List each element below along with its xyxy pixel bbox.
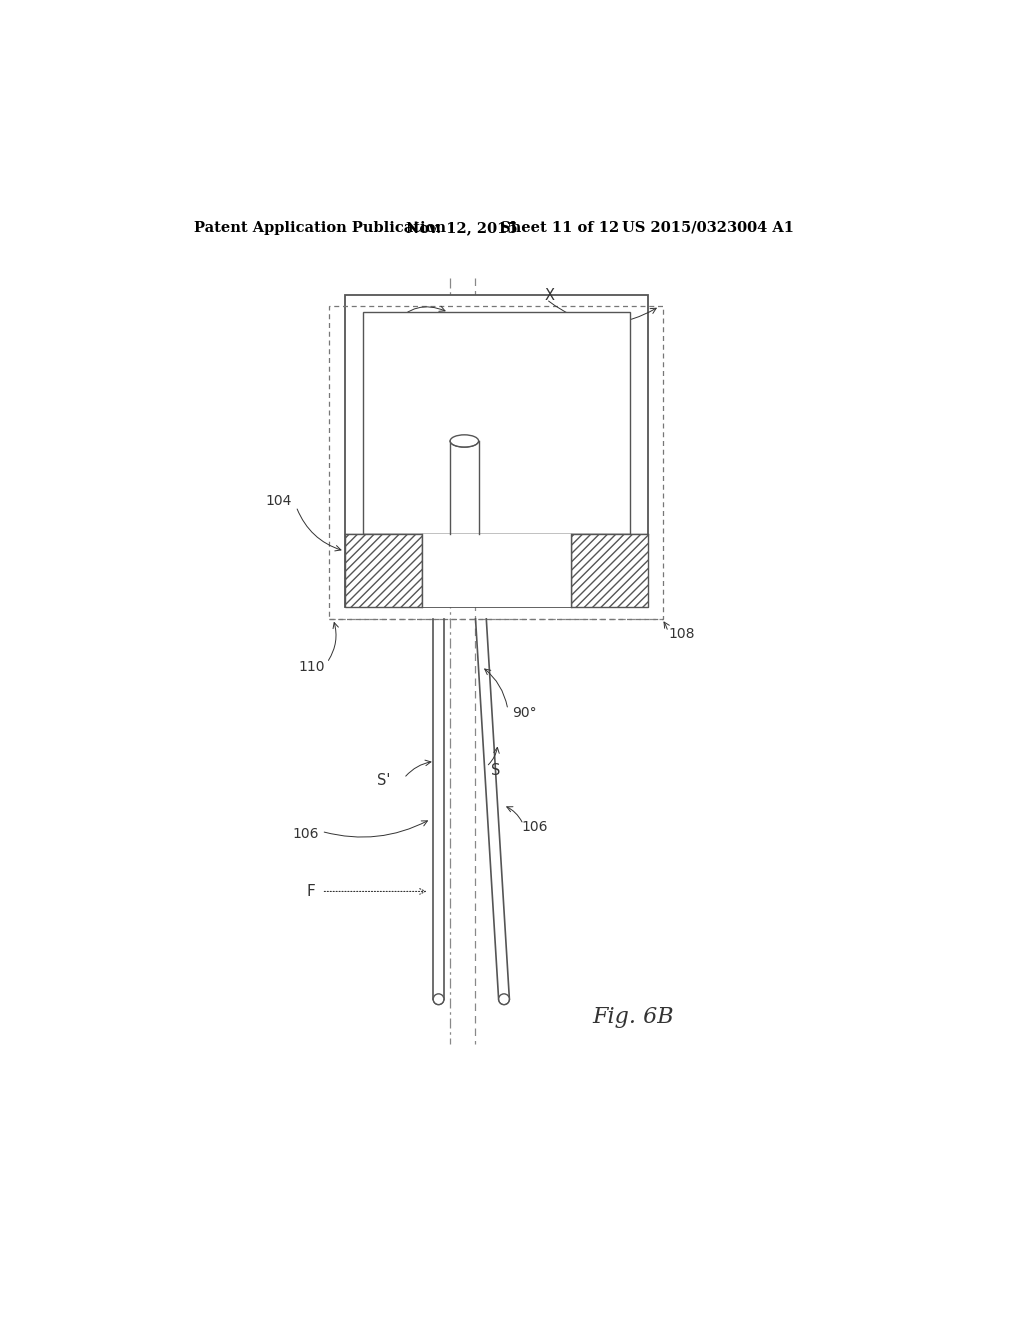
Ellipse shape: [433, 994, 444, 1005]
Text: 106: 106: [292, 828, 318, 841]
Bar: [571, 535, 648, 607]
Bar: [422, 535, 571, 607]
Bar: [345, 535, 422, 607]
Text: Fig. 6B: Fig. 6B: [593, 1006, 674, 1028]
Text: Patent Application Publication: Patent Application Publication: [194, 220, 445, 235]
Text: Sheet 11 of 12: Sheet 11 of 12: [500, 220, 620, 235]
Text: X: X: [545, 288, 555, 304]
Ellipse shape: [451, 434, 478, 447]
Text: S: S: [490, 763, 501, 777]
Text: 106: 106: [521, 820, 548, 834]
Text: S': S': [377, 774, 390, 788]
Text: US 2015/0323004 A1: US 2015/0323004 A1: [622, 220, 794, 235]
Bar: [330, 306, 664, 619]
Text: 108: 108: [668, 627, 694, 642]
Text: 110: 110: [298, 660, 325, 673]
Ellipse shape: [499, 994, 509, 1005]
Bar: [364, 313, 630, 535]
Text: F: F: [306, 884, 314, 899]
Text: Nov. 12, 2015: Nov. 12, 2015: [407, 220, 518, 235]
Bar: [345, 296, 648, 607]
Text: X': X': [379, 321, 393, 335]
Text: 104: 104: [265, 494, 292, 508]
Text: 90°: 90°: [512, 706, 537, 719]
